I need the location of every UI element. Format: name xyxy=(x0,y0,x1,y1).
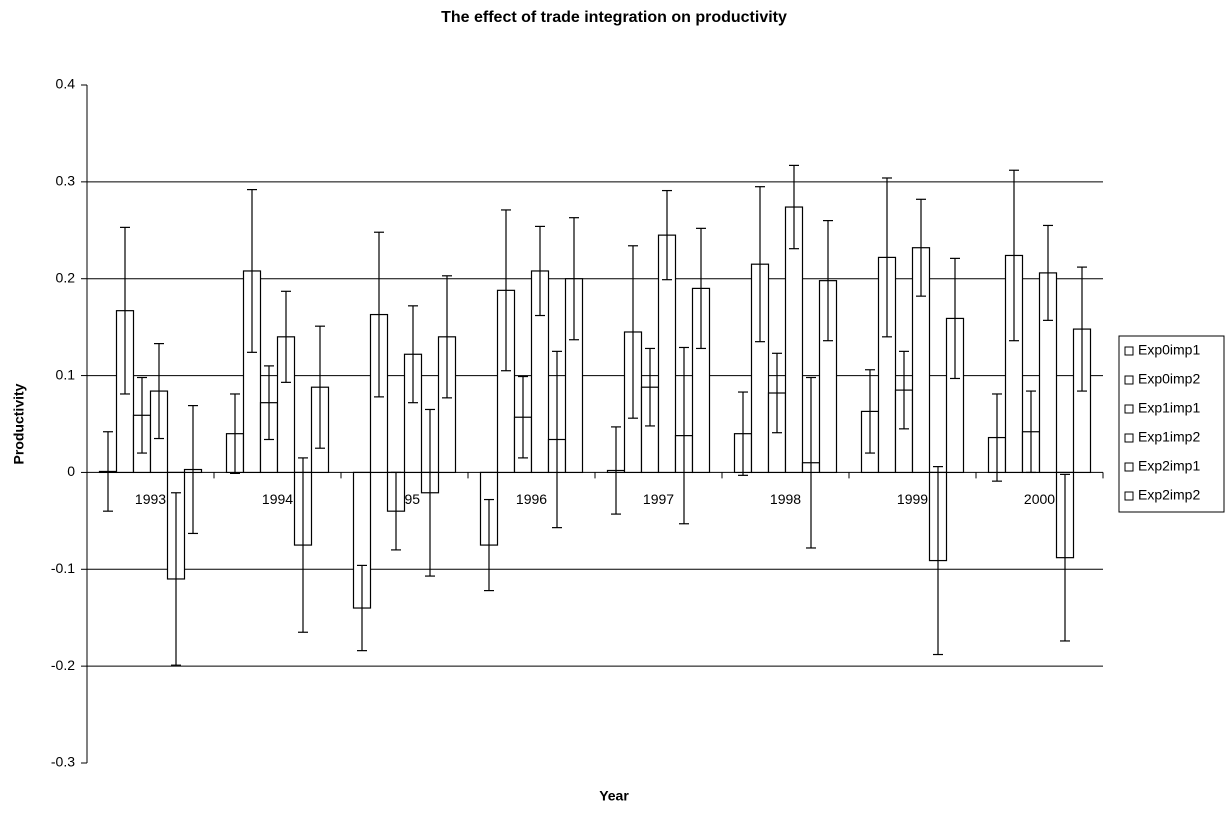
y-tick-label: 0.1 xyxy=(56,366,76,382)
x-tick-label: 1998 xyxy=(770,491,801,507)
legend-swatch xyxy=(1124,346,1134,356)
x-tick-label: 2000 xyxy=(1024,491,1055,507)
legend-swatch xyxy=(1124,462,1134,472)
x-tick-label: 1993 xyxy=(135,491,166,507)
chart-title: The effect of trade integration on produ… xyxy=(441,9,787,26)
y-tick-label: -0.3 xyxy=(51,754,75,770)
y-tick-label: -0.1 xyxy=(51,560,75,576)
legend-swatch xyxy=(1124,433,1134,443)
legend-swatch xyxy=(1124,404,1134,414)
legend-swatch xyxy=(1124,375,1134,385)
legend-box xyxy=(1118,335,1225,513)
x-tick-label: 1994 xyxy=(262,491,293,507)
legend-label: Exp0imp1 xyxy=(1138,342,1200,358)
y-tick-label: 0.3 xyxy=(56,173,76,189)
legend-label: Exp1imp1 xyxy=(1138,400,1200,416)
y-tick-label: -0.2 xyxy=(51,657,75,673)
y-tick-label: 0 xyxy=(67,463,75,479)
x-tick-label: 1996 xyxy=(516,491,547,507)
x-tick-label: 1997 xyxy=(643,491,674,507)
legend-swatch xyxy=(1124,491,1134,501)
y-axis-label: Productivity xyxy=(11,383,27,464)
x-tick-label: 1999 xyxy=(897,491,928,507)
legend-label: Exp0imp2 xyxy=(1138,371,1200,387)
x-axis-label: Year xyxy=(599,788,629,804)
y-tick-label: 0.2 xyxy=(56,269,76,285)
y-tick-label: 0.4 xyxy=(56,76,76,92)
legend-label: Exp2imp1 xyxy=(1138,458,1200,474)
legend-label: Exp2imp2 xyxy=(1138,487,1200,503)
legend-label: Exp1imp2 xyxy=(1138,429,1200,445)
